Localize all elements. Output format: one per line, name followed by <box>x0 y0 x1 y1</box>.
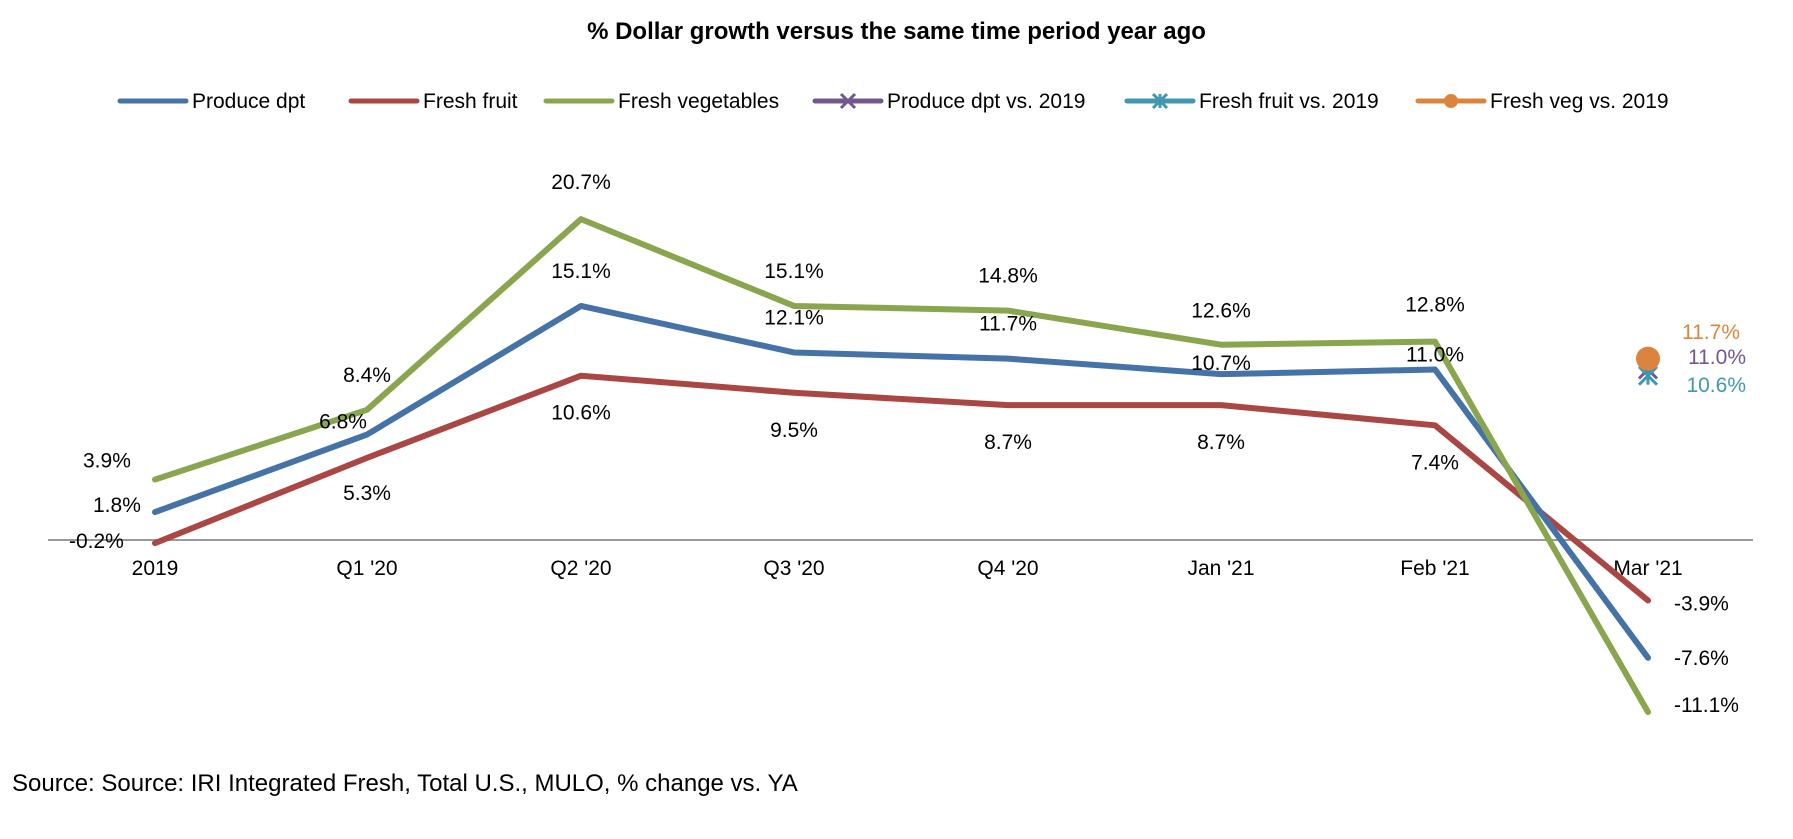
data-label-produce-dpt: 10.7% <box>1191 352 1251 375</box>
data-label-fresh-vegetables: 15.1% <box>764 260 824 283</box>
series-line-fresh-fruit <box>152 372 1651 604</box>
data-label-fresh-fruit: -0.2% <box>69 530 124 553</box>
data-label-fresh-vegetables: 14.8% <box>978 265 1038 288</box>
x-tick-label: Jan '21 <box>1187 557 1254 580</box>
data-label-produce-dpt: 15.1% <box>551 260 611 283</box>
data-label-fresh-fruit: -3.9% <box>1674 592 1729 615</box>
data-label-vs-2019: 11.7% <box>1682 321 1740 344</box>
series-line-fresh-vegetables <box>152 216 1651 716</box>
x-tick-label: Feb '21 <box>1400 557 1469 580</box>
source-note: Source: Source: IRI Integrated Fresh, To… <box>12 770 798 797</box>
data-label-fresh-vegetables: 12.8% <box>1405 294 1465 317</box>
legend-label: Fresh fruit <box>423 90 518 113</box>
legend-marker-6 <box>1444 94 1458 108</box>
data-label-fresh-fruit: 8.7% <box>1197 431 1245 454</box>
legend-label: Produce dpt vs. 2019 <box>887 90 1085 113</box>
data-label-fresh-fruit: 7.4% <box>1411 451 1459 474</box>
data-label-vs-2019: 11.0% <box>1688 346 1746 369</box>
x-tick-label: Mar '21 <box>1613 557 1682 580</box>
data-label-fresh-vegetables: 3.9% <box>83 450 131 473</box>
data-label-produce-dpt: 6.8% <box>319 411 367 434</box>
data-label-fresh-vegetables: 20.7% <box>551 171 611 194</box>
data-label-fresh-vegetables: 8.4% <box>343 364 391 387</box>
data-label-produce-dpt: -7.6% <box>1674 647 1729 670</box>
x-tick-label: Q4 '20 <box>977 557 1038 580</box>
legend-marker-4 <box>839 92 857 110</box>
chart-title: % Dollar growth versus the same time per… <box>587 18 1206 45</box>
legend-label: Produce dpt <box>192 90 305 113</box>
data-label-produce-dpt: 1.8% <box>93 494 141 517</box>
x-tick-label: Q1 '20 <box>336 557 397 580</box>
data-label-fresh-fruit: 9.5% <box>770 419 818 442</box>
data-label-produce-dpt: 12.1% <box>764 306 824 329</box>
data-label-fresh-fruit: 10.6% <box>551 402 611 425</box>
legend-marker-5 <box>1151 92 1169 110</box>
data-label-vs-2019: 10.6% <box>1686 374 1746 397</box>
x-tick-label: Q2 '20 <box>550 557 611 580</box>
data-label-fresh-vegetables: -11.1% <box>1674 694 1739 717</box>
data-label-fresh-vegetables: 12.6% <box>1191 300 1251 323</box>
legend-label: Fresh veg vs. 2019 <box>1490 90 1669 113</box>
data-label-fresh-fruit: 5.3% <box>343 482 391 505</box>
x-tick-label: 2019 <box>132 557 179 580</box>
data-label-produce-dpt: 11.0% <box>1406 344 1464 367</box>
legend-label: Fresh vegetables <box>618 90 779 113</box>
x-tick-label: Q3 '20 <box>763 557 824 580</box>
data-label-fresh-fruit: 8.7% <box>984 431 1032 454</box>
marker-fresh-veg-vs-2019 <box>1636 346 1660 371</box>
series-line-produce-dpt <box>152 302 1651 661</box>
data-label-produce-dpt: 11.7% <box>979 313 1037 336</box>
legend-label: Fresh fruit vs. 2019 <box>1199 90 1379 113</box>
